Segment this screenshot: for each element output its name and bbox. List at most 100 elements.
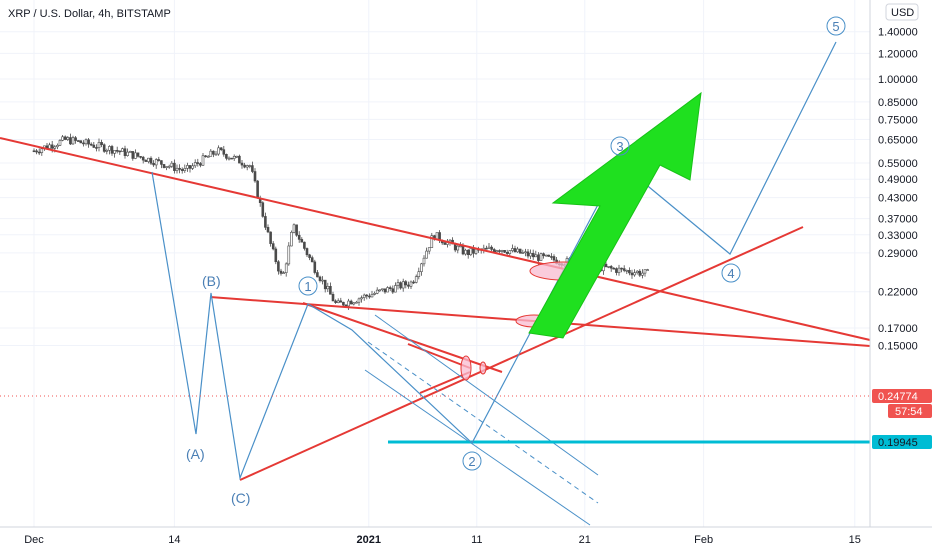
candle-body — [607, 266, 610, 268]
candle-body — [56, 144, 59, 148]
price-axis[interactable]: 1.40000 1.20000 1.00000 0.85000 0.75000 0.650… — [878, 27, 918, 353]
candle-body — [162, 164, 166, 168]
candle-body — [295, 224, 298, 236]
candle-body — [425, 250, 428, 259]
candle-body — [370, 294, 374, 298]
candle-body — [160, 160, 163, 165]
candle-body — [113, 150, 116, 154]
candle-body — [378, 289, 382, 292]
candle-body — [331, 293, 335, 302]
candle-body — [219, 147, 223, 150]
candle-body — [58, 140, 62, 146]
candle-body — [204, 155, 207, 158]
candle-body — [388, 287, 392, 290]
candle-body — [430, 235, 434, 248]
candle-body — [334, 300, 337, 303]
wave-label-2: 2 — [468, 454, 475, 469]
support-trendline[interactable] — [239, 226, 804, 481]
candle-body — [630, 272, 634, 276]
candle-body — [394, 285, 397, 293]
candle-body — [349, 300, 353, 305]
candle-body — [32, 150, 36, 153]
candle-body — [102, 144, 106, 152]
candle-body — [131, 151, 135, 159]
bullish-arrow[interactable] — [528, 91, 702, 339]
candle-body — [531, 252, 535, 258]
wave-1-marker: 1 — [298, 276, 318, 296]
countdown-tag: 57:54 — [888, 404, 932, 418]
candle-body — [149, 157, 153, 164]
candle-body — [643, 269, 647, 274]
candle-body — [300, 239, 304, 243]
channel-middle-dashed-line[interactable] — [367, 341, 599, 504]
candle-body — [365, 294, 369, 297]
candle-body — [141, 156, 145, 161]
candle-body — [173, 162, 176, 171]
price-tick-label: 0.75000 — [878, 114, 918, 126]
candle-body — [633, 272, 636, 276]
upper-resistance-trendline[interactable] — [0, 137, 871, 341]
price-tick-label: 0.15000 — [878, 341, 918, 353]
candle-body — [542, 253, 545, 257]
candle-body — [196, 162, 200, 164]
down-channel[interactable] — [364, 314, 599, 526]
price-tick-label: 0.37000 — [878, 214, 918, 226]
candle-body — [282, 272, 285, 274]
candle-body — [329, 286, 332, 295]
elliott-wave-path[interactable] — [151, 41, 837, 481]
candle-body — [381, 288, 384, 291]
candle-body — [123, 148, 127, 156]
candle-body — [474, 248, 478, 254]
candle-body — [539, 253, 543, 261]
candle-body — [487, 246, 491, 249]
candle-body — [266, 227, 270, 233]
candle-body — [417, 271, 421, 277]
candle-body — [212, 150, 215, 155]
candle-body — [269, 231, 272, 244]
candle-body — [505, 251, 509, 254]
candle-body — [443, 242, 447, 245]
time-axis[interactable]: Dec1420211121Feb15Mar15 — [24, 534, 932, 546]
candle-body — [492, 249, 496, 253]
candlestick-series — [32, 133, 649, 310]
candle-body — [635, 270, 639, 273]
candle-body — [339, 300, 343, 303]
candle-body — [232, 156, 236, 159]
candle-body — [628, 269, 631, 274]
candle-body — [180, 169, 184, 171]
breakout-ellipse-pennant[interactable] — [460, 355, 472, 381]
currency-badge[interactable]: USD — [885, 3, 919, 21]
time-tick-label: 14 — [168, 534, 180, 546]
price-tick-label: 0.65000 — [878, 135, 918, 147]
wave-label-5: 5 — [832, 19, 839, 34]
candle-body — [128, 151, 132, 153]
price-tick-label: 0.85000 — [878, 97, 918, 109]
candle-body — [48, 144, 51, 149]
chart-title: XRP / U.S. Dollar, 4h, BITSTAMP — [8, 8, 171, 20]
candle-body — [399, 282, 402, 289]
breakout-ellipse-small[interactable] — [479, 361, 487, 375]
candle-body — [368, 295, 371, 298]
candle-body — [308, 254, 311, 258]
candle-body — [409, 281, 413, 287]
candle-body — [401, 281, 405, 289]
candle-body — [214, 153, 218, 156]
channel-upper-line[interactable] — [374, 314, 599, 476]
candle-body — [66, 137, 70, 140]
candle-body — [420, 263, 423, 272]
pennant-upper-line[interactable] — [407, 343, 471, 369]
candle-body — [529, 252, 532, 257]
candle-body — [188, 165, 192, 169]
candle-body — [201, 155, 205, 166]
candle-body — [547, 254, 551, 257]
channel-lower-line[interactable] — [364, 369, 591, 526]
time-tick-label: 21 — [579, 534, 591, 546]
candle-body — [92, 144, 96, 148]
candle-body — [310, 257, 314, 263]
candle-body — [157, 159, 161, 161]
candle-body — [552, 256, 556, 261]
candle-body — [516, 248, 519, 253]
